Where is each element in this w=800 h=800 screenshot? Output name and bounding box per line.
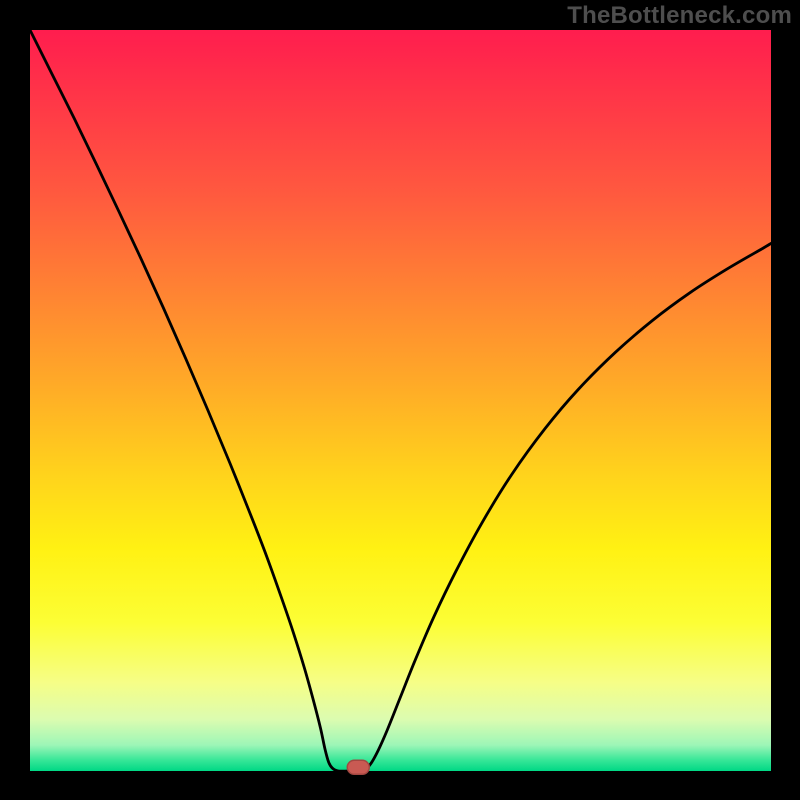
plot-area [30,30,771,771]
marker-layer [30,30,771,771]
watermark: TheBottleneck.com [567,2,792,30]
optimum-marker [347,760,369,774]
watermark-text: TheBottleneck.com [567,2,792,29]
